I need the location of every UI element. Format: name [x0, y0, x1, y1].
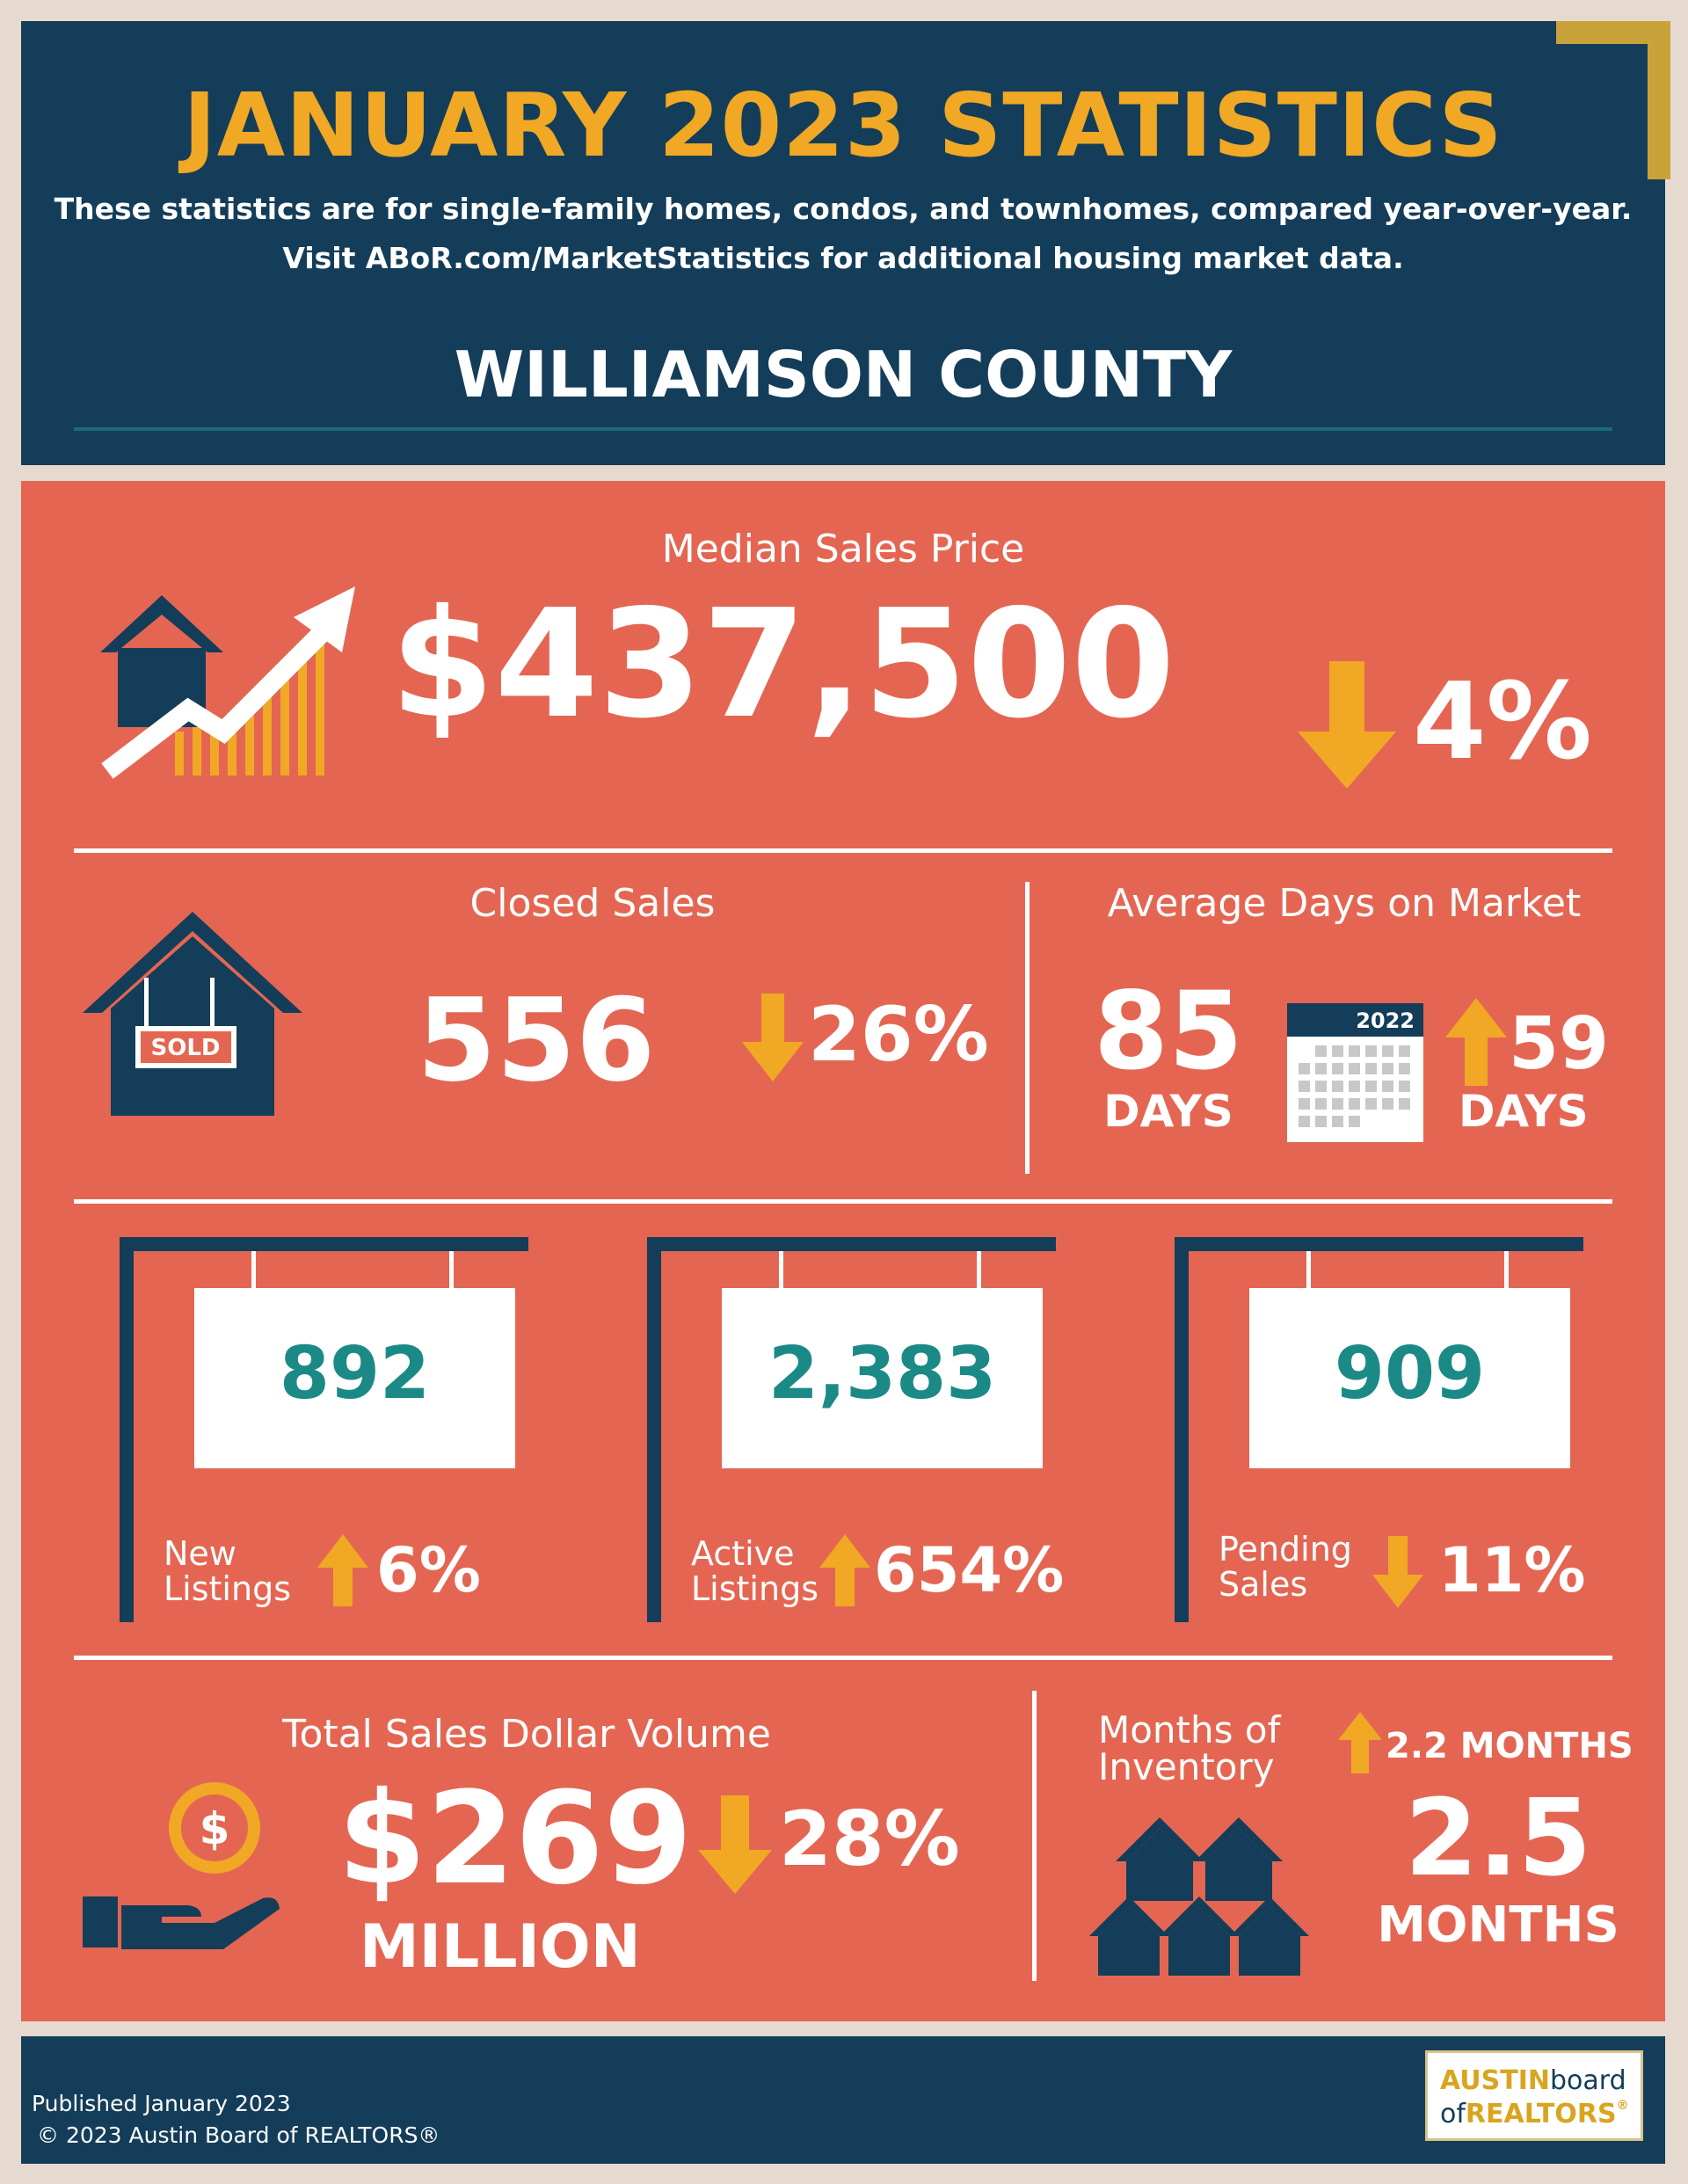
- pending-sales-change: 11%: [1438, 1534, 1586, 1606]
- arrow-up-icon: [1338, 1712, 1382, 1773]
- new-listings-card: 892 New Listings 6%: [120, 1237, 542, 1624]
- active-listings-label-1: Active: [691, 1534, 795, 1573]
- abor-logo: AUSTINboard ofREALTORS®: [1425, 2050, 1643, 2141]
- section-divider: [74, 1199, 1612, 1204]
- section-divider: [74, 848, 1612, 853]
- total-volume-value: $269: [338, 1765, 693, 1913]
- copyright: © 2023 Austin Board of REALTORS®: [37, 2122, 440, 2148]
- listing-sign: 909: [1249, 1288, 1570, 1468]
- total-volume-change: 28%: [779, 1795, 960, 1883]
- closed-sales-label: Closed Sales: [469, 881, 716, 926]
- active-listings-label-2: Listings: [691, 1569, 819, 1608]
- logo-line-1: AUSTINboard: [1440, 2065, 1626, 2096]
- median-price-change: 4%: [1413, 661, 1592, 783]
- arrow-up-icon: [1445, 998, 1507, 1086]
- header-panel: JANUARY 2023 STATISTICS These statistics…: [21, 21, 1670, 465]
- corner-accent: [1556, 21, 1670, 179]
- arrow-down-icon: [1298, 661, 1396, 789]
- months-inventory-value: 2.5: [1404, 1778, 1592, 1900]
- listing-sign: 2,383: [722, 1288, 1043, 1468]
- hand-coin-icon: $: [83, 1782, 280, 1949]
- pending-sales-label-2: Sales: [1219, 1565, 1308, 1604]
- months-inventory-change: 2.2 MONTHS: [1386, 1726, 1633, 1766]
- days-on-market-unit: DAYS: [1103, 1086, 1233, 1137]
- intro-line-2: Visit ABoR.com/MarketStatistics for addi…: [282, 241, 1404, 275]
- pending-sales-value: 909: [1334, 1332, 1486, 1416]
- county-title: WILLIAMSON COUNTY: [454, 338, 1233, 411]
- closed-sales-value: 556: [417, 973, 656, 1107]
- arrow-down-icon: [742, 994, 804, 1081]
- listing-sign: 892: [194, 1288, 515, 1468]
- sold-house-icon: SOLD: [83, 912, 302, 1116]
- houses-stack-icon: [1089, 1817, 1309, 1976]
- arrow-down-icon: [698, 1795, 772, 1894]
- total-volume-label: Total Sales Dollar Volume: [282, 1712, 771, 1757]
- pending-sales-card: 909 Pending Sales 11%: [1175, 1237, 1632, 1624]
- published-date: Published January 2023: [32, 2091, 291, 2116]
- page-title: JANUARY 2023 STATISTICS: [183, 74, 1503, 177]
- vertical-divider: [1025, 882, 1030, 1174]
- days-on-market-label: Average Days on Market: [1107, 881, 1582, 926]
- months-inventory-label-2: Inventory: [1098, 1745, 1275, 1788]
- median-price-value: $437,500: [390, 578, 1175, 752]
- calendar-year: 2022: [1356, 1008, 1415, 1033]
- active-listings-card: 2,383 Active Listings 654%: [647, 1237, 1104, 1624]
- total-volume-unit: MILLION: [360, 1912, 641, 1982]
- new-listings-value: 892: [279, 1332, 431, 1416]
- calendar-icon: 2022: [1287, 1003, 1423, 1142]
- stats-panel: Median Sales Price $437,500 4% Closed Sa…: [21, 481, 1665, 2021]
- sold-sign-text: SOLD: [151, 1035, 221, 1061]
- section-divider: [74, 1656, 1612, 1660]
- intro-line-1: These statistics are for single-family h…: [54, 192, 1633, 226]
- calendar-grid: [1299, 1045, 1410, 1127]
- active-listings-value: 2,383: [768, 1332, 997, 1416]
- days-on-market-change-unit: DAYS: [1459, 1086, 1589, 1137]
- header-divider: [74, 427, 1612, 431]
- svg-text:$: $: [200, 1803, 230, 1854]
- arrow-down-icon: [1372, 1536, 1423, 1608]
- arrow-up-icon: [317, 1534, 368, 1606]
- active-listings-change: 654%: [874, 1534, 1065, 1606]
- median-price-label: Median Sales Price: [661, 527, 1025, 571]
- closed-sales-change: 26%: [808, 991, 989, 1079]
- house-growth-chart-icon: [100, 586, 355, 779]
- new-listings-label-2: Listings: [164, 1569, 291, 1608]
- months-inventory-unit: MONTHS: [1377, 1896, 1619, 1954]
- vertical-divider: [1032, 1691, 1037, 1981]
- arrow-up-icon: [819, 1534, 870, 1606]
- months-inventory-label-1: Months of: [1098, 1708, 1281, 1751]
- days-on-market-value: 85: [1094, 969, 1243, 1094]
- new-listings-label-1: New: [164, 1534, 236, 1573]
- logo-line-2: ofREALTORS®: [1440, 2099, 1629, 2129]
- new-listings-change: 6%: [376, 1534, 481, 1606]
- days-on-market-change: 59: [1509, 1002, 1610, 1086]
- footer: Published January 2023 © 2023 Austin Boa…: [21, 2036, 1665, 2164]
- pending-sales-label-1: Pending: [1219, 1530, 1352, 1569]
